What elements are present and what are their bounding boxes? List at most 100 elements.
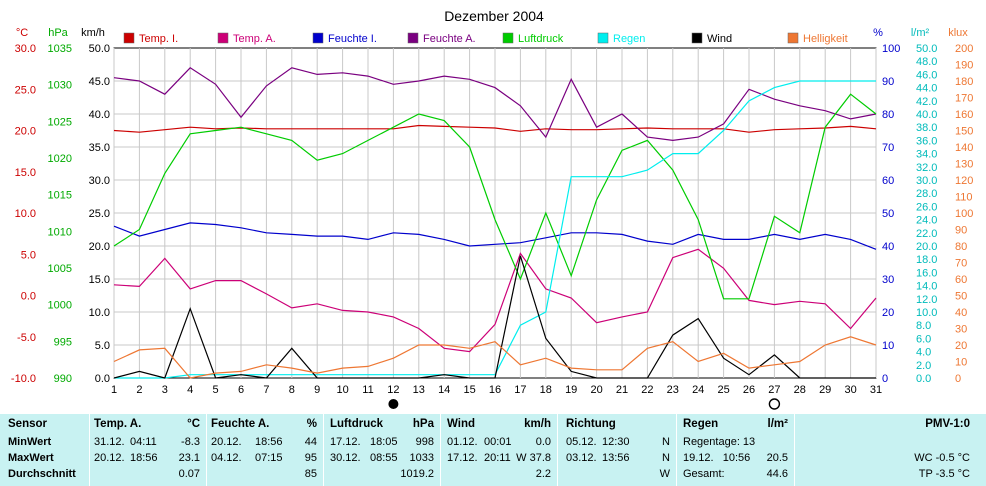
luftdruck-column: Luftdruck hPa 17.12. 18:05 998 30.12. 08… xyxy=(324,414,440,486)
richtung-max-value: N xyxy=(662,452,670,464)
y-tick-label-humidity_pct: 30 xyxy=(882,274,894,286)
legend-swatch xyxy=(217,32,229,44)
y-tick-label-light_klux: 180 xyxy=(955,76,973,88)
y-tick-label-rain_lm2: 46.0 xyxy=(916,69,937,81)
moon-markers xyxy=(388,398,781,410)
x-tick-label: 15 xyxy=(463,384,475,396)
pmv-column: PMV-1:0 WC -0.5 °C TP -3.5 °C xyxy=(795,414,986,486)
y-tick-label-light_klux: 140 xyxy=(955,142,973,154)
temp-a-unit: °C xyxy=(187,418,200,430)
feuchte-a-avg-value: 85 xyxy=(304,468,317,480)
richtung-avg-value: W xyxy=(659,468,670,480)
y-tick-label-rain_lm2: 18.0 xyxy=(916,254,937,266)
y-tick-label-temp_c: 25.0 xyxy=(15,84,36,96)
richtung-max-time: 13:56 xyxy=(602,452,630,464)
series-line xyxy=(113,255,876,379)
temp-a-header: Temp. A. xyxy=(94,418,142,430)
regen-column: Regen l/m² Regentage: 13 19.12. 10:56 20… xyxy=(677,414,794,486)
wind-max-time: 20:11 xyxy=(484,452,511,464)
x-tick-label: 5 xyxy=(213,384,219,396)
y-tick-label-wind_kmh: 40.0 xyxy=(89,109,110,121)
unit-label-pressure_hpa: hPa xyxy=(48,27,68,39)
wind-avg-value: 2.2 xyxy=(535,468,551,480)
y-tick-label-pressure_hpa: 1000 xyxy=(48,300,72,312)
y-tick-label-temp_c: 15.0 xyxy=(15,167,36,179)
y-tick-label-pressure_hpa: 995 xyxy=(54,336,72,348)
x-tick-label: 28 xyxy=(794,384,806,396)
y-tick-label-light_klux: 170 xyxy=(955,93,973,105)
weather-chart: Dezember 2004 1 2 3 4 5 6 7 8 9 10 11 12 13 14 15 16 17 1… xyxy=(11,8,973,410)
y-tick-label-humidity_pct: 40 xyxy=(882,241,894,253)
y-tick-label-light_klux: 190 xyxy=(955,60,973,72)
series-line xyxy=(113,336,877,379)
y-tick-label-humidity_pct: 70 xyxy=(882,142,894,154)
legend-swatch xyxy=(597,32,609,44)
unit-label-rain_lm2: l/m² xyxy=(911,27,930,39)
legend-swatch xyxy=(312,32,324,44)
y-tick-label-light_klux: 0 xyxy=(955,373,961,385)
pmv-dew-point: TP -3.5 °C xyxy=(918,468,970,480)
legend-label: Luftdruck xyxy=(518,33,564,45)
y-tick-label-wind_kmh: 50.0 xyxy=(89,43,110,55)
luftdruck-min-time: 18:05 xyxy=(370,436,398,448)
y-tick-label-rain_lm2: 40.0 xyxy=(916,109,937,121)
legend-label: Wind xyxy=(707,33,732,45)
y-tick-label-light_klux: 130 xyxy=(955,159,973,171)
x-tick-label: 30 xyxy=(844,384,856,396)
richtung-min-date: 05.12. xyxy=(566,436,597,448)
row-label-avg: Durchschnitt xyxy=(8,468,76,480)
temp-a-min-date: 31.12. xyxy=(94,436,125,448)
x-tick-label: 14 xyxy=(438,384,450,396)
richtung-max-date: 03.12. xyxy=(566,452,597,464)
wind-column: Wind km/h 01.12. 00:01 0.0 17.12. 20:11 … xyxy=(441,414,557,486)
pmv-wind-chill: WC -0.5 °C xyxy=(914,452,970,464)
sensor-header: Sensor xyxy=(8,418,47,430)
series-lines xyxy=(113,67,877,379)
x-tick-label: 4 xyxy=(187,384,193,396)
y-tick-label-humidity_pct: 90 xyxy=(882,76,894,88)
y-tick-label-temp_c: 20.0 xyxy=(15,126,36,138)
regen-max-date: 19.12. 10:56 xyxy=(683,452,751,464)
y-tick-label-light_klux: 10 xyxy=(955,357,967,369)
x-tick-label: 29 xyxy=(819,384,831,396)
legend-swatch xyxy=(407,32,419,44)
y-tick-label-wind_kmh: 10.0 xyxy=(89,307,110,319)
y-tick-label-rain_lm2: 20.0 xyxy=(916,241,937,253)
feuchte-a-min-value: 44 xyxy=(304,436,317,448)
y-tick-label-humidity_pct: 20 xyxy=(882,307,894,319)
y-tick-label-rain_lm2: 50.0 xyxy=(916,43,937,55)
y-tick-label-pressure_hpa: 1020 xyxy=(48,153,72,165)
regen-max-value: 20.5 xyxy=(766,452,788,464)
luftdruck-min-value: 998 xyxy=(415,436,434,448)
y-tick-label-rain_lm2: 48.0 xyxy=(916,56,937,68)
feuchte-a-column: Feuchte A. % 20.12. 18:56 44 04.12. 07:1… xyxy=(207,414,323,486)
y-tick-label-pressure_hpa: 1030 xyxy=(48,80,72,92)
y-tick-label-light_klux: 120 xyxy=(955,175,973,187)
x-tick-label: 26 xyxy=(743,384,755,396)
y-tick-label-rain_lm2: 16.0 xyxy=(916,267,937,279)
wind-min-value: 0.0 xyxy=(535,436,551,448)
y-tick-label-wind_kmh: 25.0 xyxy=(89,208,110,220)
regen-header: Regen xyxy=(683,418,719,430)
feuchte-a-max-time: 07:15 xyxy=(255,452,283,464)
y-tick-label-rain_lm2: 4.0 xyxy=(916,347,931,359)
richtung-header: Richtung xyxy=(566,418,616,430)
feuchte-a-max-value: 95 xyxy=(304,452,317,464)
series-line xyxy=(113,93,877,300)
regen-total-value: 44.6 xyxy=(766,468,788,480)
unit-label-humidity_pct: % xyxy=(873,27,883,39)
statistics-table: Sensor MinWert MaxWert Durchschnitt Temp… xyxy=(0,414,986,486)
y-tick-label-rain_lm2: 12.0 xyxy=(916,294,937,306)
y-tick-label-light_klux: 200 xyxy=(955,43,973,55)
y-tick-label-rain_lm2: 42.0 xyxy=(916,96,937,108)
y-tick-label-rain_lm2: 24.0 xyxy=(916,215,937,227)
legend-label: Helligkeit xyxy=(803,33,848,45)
temp-a-max-time: 18:56 xyxy=(130,452,158,464)
y-tick-label-pressure_hpa: 1010 xyxy=(48,226,72,238)
legend-label: Temp. A. xyxy=(233,33,276,45)
full-moon-marker xyxy=(768,398,781,410)
temp-a-max-value: 23.1 xyxy=(178,452,200,464)
regen-tage: Regentage: 13 xyxy=(683,436,756,448)
y-tick-label-temp_c: 5.0 xyxy=(21,249,36,261)
legend-swatch xyxy=(502,32,514,44)
